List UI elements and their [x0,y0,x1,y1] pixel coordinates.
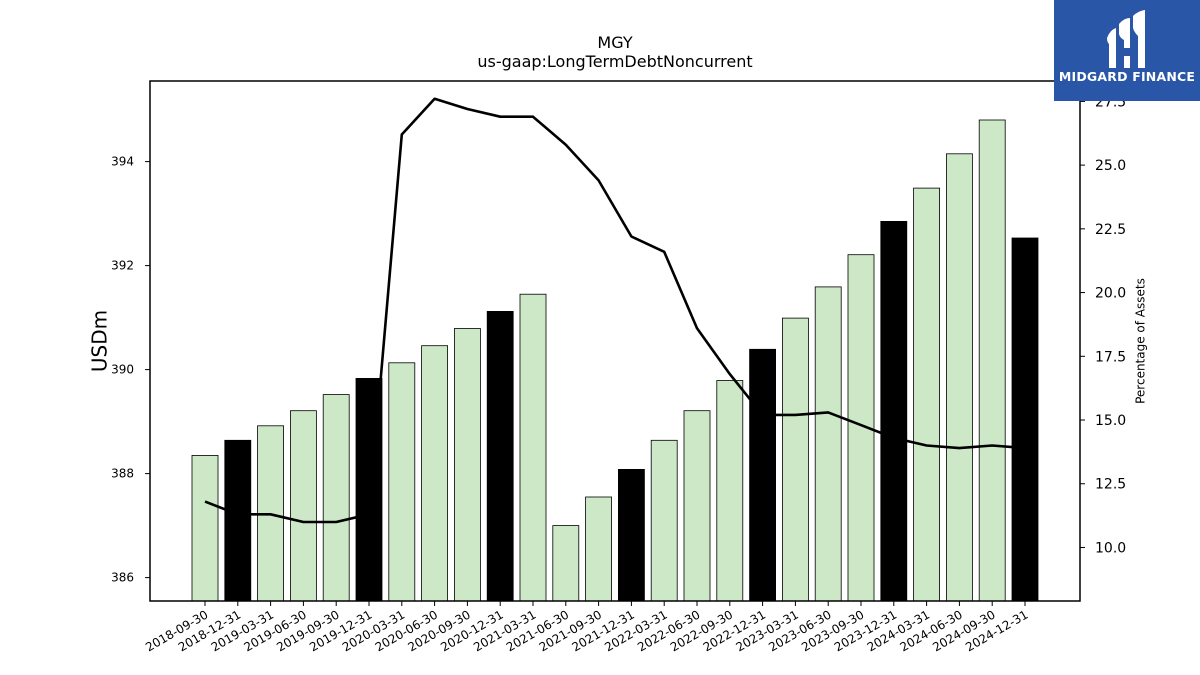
y2-tick-label: 15.0 [1095,413,1126,429]
bar [716,380,744,602]
y2-axis-label: Percentage of Assets [1134,278,1148,404]
y-tick-label: 386 [111,571,134,585]
bar [946,153,973,602]
y2-tick-label: 22.5 [1095,222,1126,238]
y2-tick-label: 10.0 [1095,540,1126,556]
y2-tick-label: 17.5 [1095,349,1126,365]
y-tick-label: 394 [111,155,134,169]
x-axis: 2018-09-302018-12-312019-03-312019-06-30… [143,601,1031,654]
percentage-line-series [204,97,1026,524]
bar [191,454,219,602]
bar [749,348,776,602]
bar [453,328,481,602]
bar [388,362,416,602]
logo-text: MIDGARD FINANCE [1058,69,1196,84]
percentage-line [204,97,1026,524]
bar [289,410,317,602]
logo-icon [1107,10,1145,68]
bar [552,525,580,602]
bar [1011,237,1039,602]
bar [650,439,678,602]
chart-title: MGY us-gaap:LongTermDebtNoncurrent [0,33,1200,71]
y-tick-label: 392 [111,259,134,273]
bar [880,220,908,602]
y-tick-label: 388 [111,467,134,481]
y2-tick-label: 20.0 [1095,286,1126,302]
bar [782,317,809,602]
bar-series [191,119,1039,602]
y-axis-label: USDm [88,310,112,372]
y2-tick-label: 25.0 [1095,158,1126,174]
bar [913,187,940,602]
bar [978,119,1006,602]
chart-title-ticker: MGY [597,33,633,52]
bar [519,293,547,602]
y-axis-right: 10.012.515.017.520.022.525.027.5 [1080,94,1126,556]
chart-subtitle: us-gaap:LongTermDebtNoncurrent [477,52,753,71]
bar [421,345,449,602]
bar [585,496,612,602]
y-tick-label: 390 [111,363,134,377]
bar [618,468,645,602]
y2-tick-label: 12.5 [1095,477,1126,493]
plot-frame [149,80,1081,602]
bar [683,410,711,602]
bar [486,310,514,602]
y-axis-left: 386 388 390 392 394 [111,155,150,585]
bar [224,439,252,602]
bar [814,286,842,602]
bar [322,394,350,602]
